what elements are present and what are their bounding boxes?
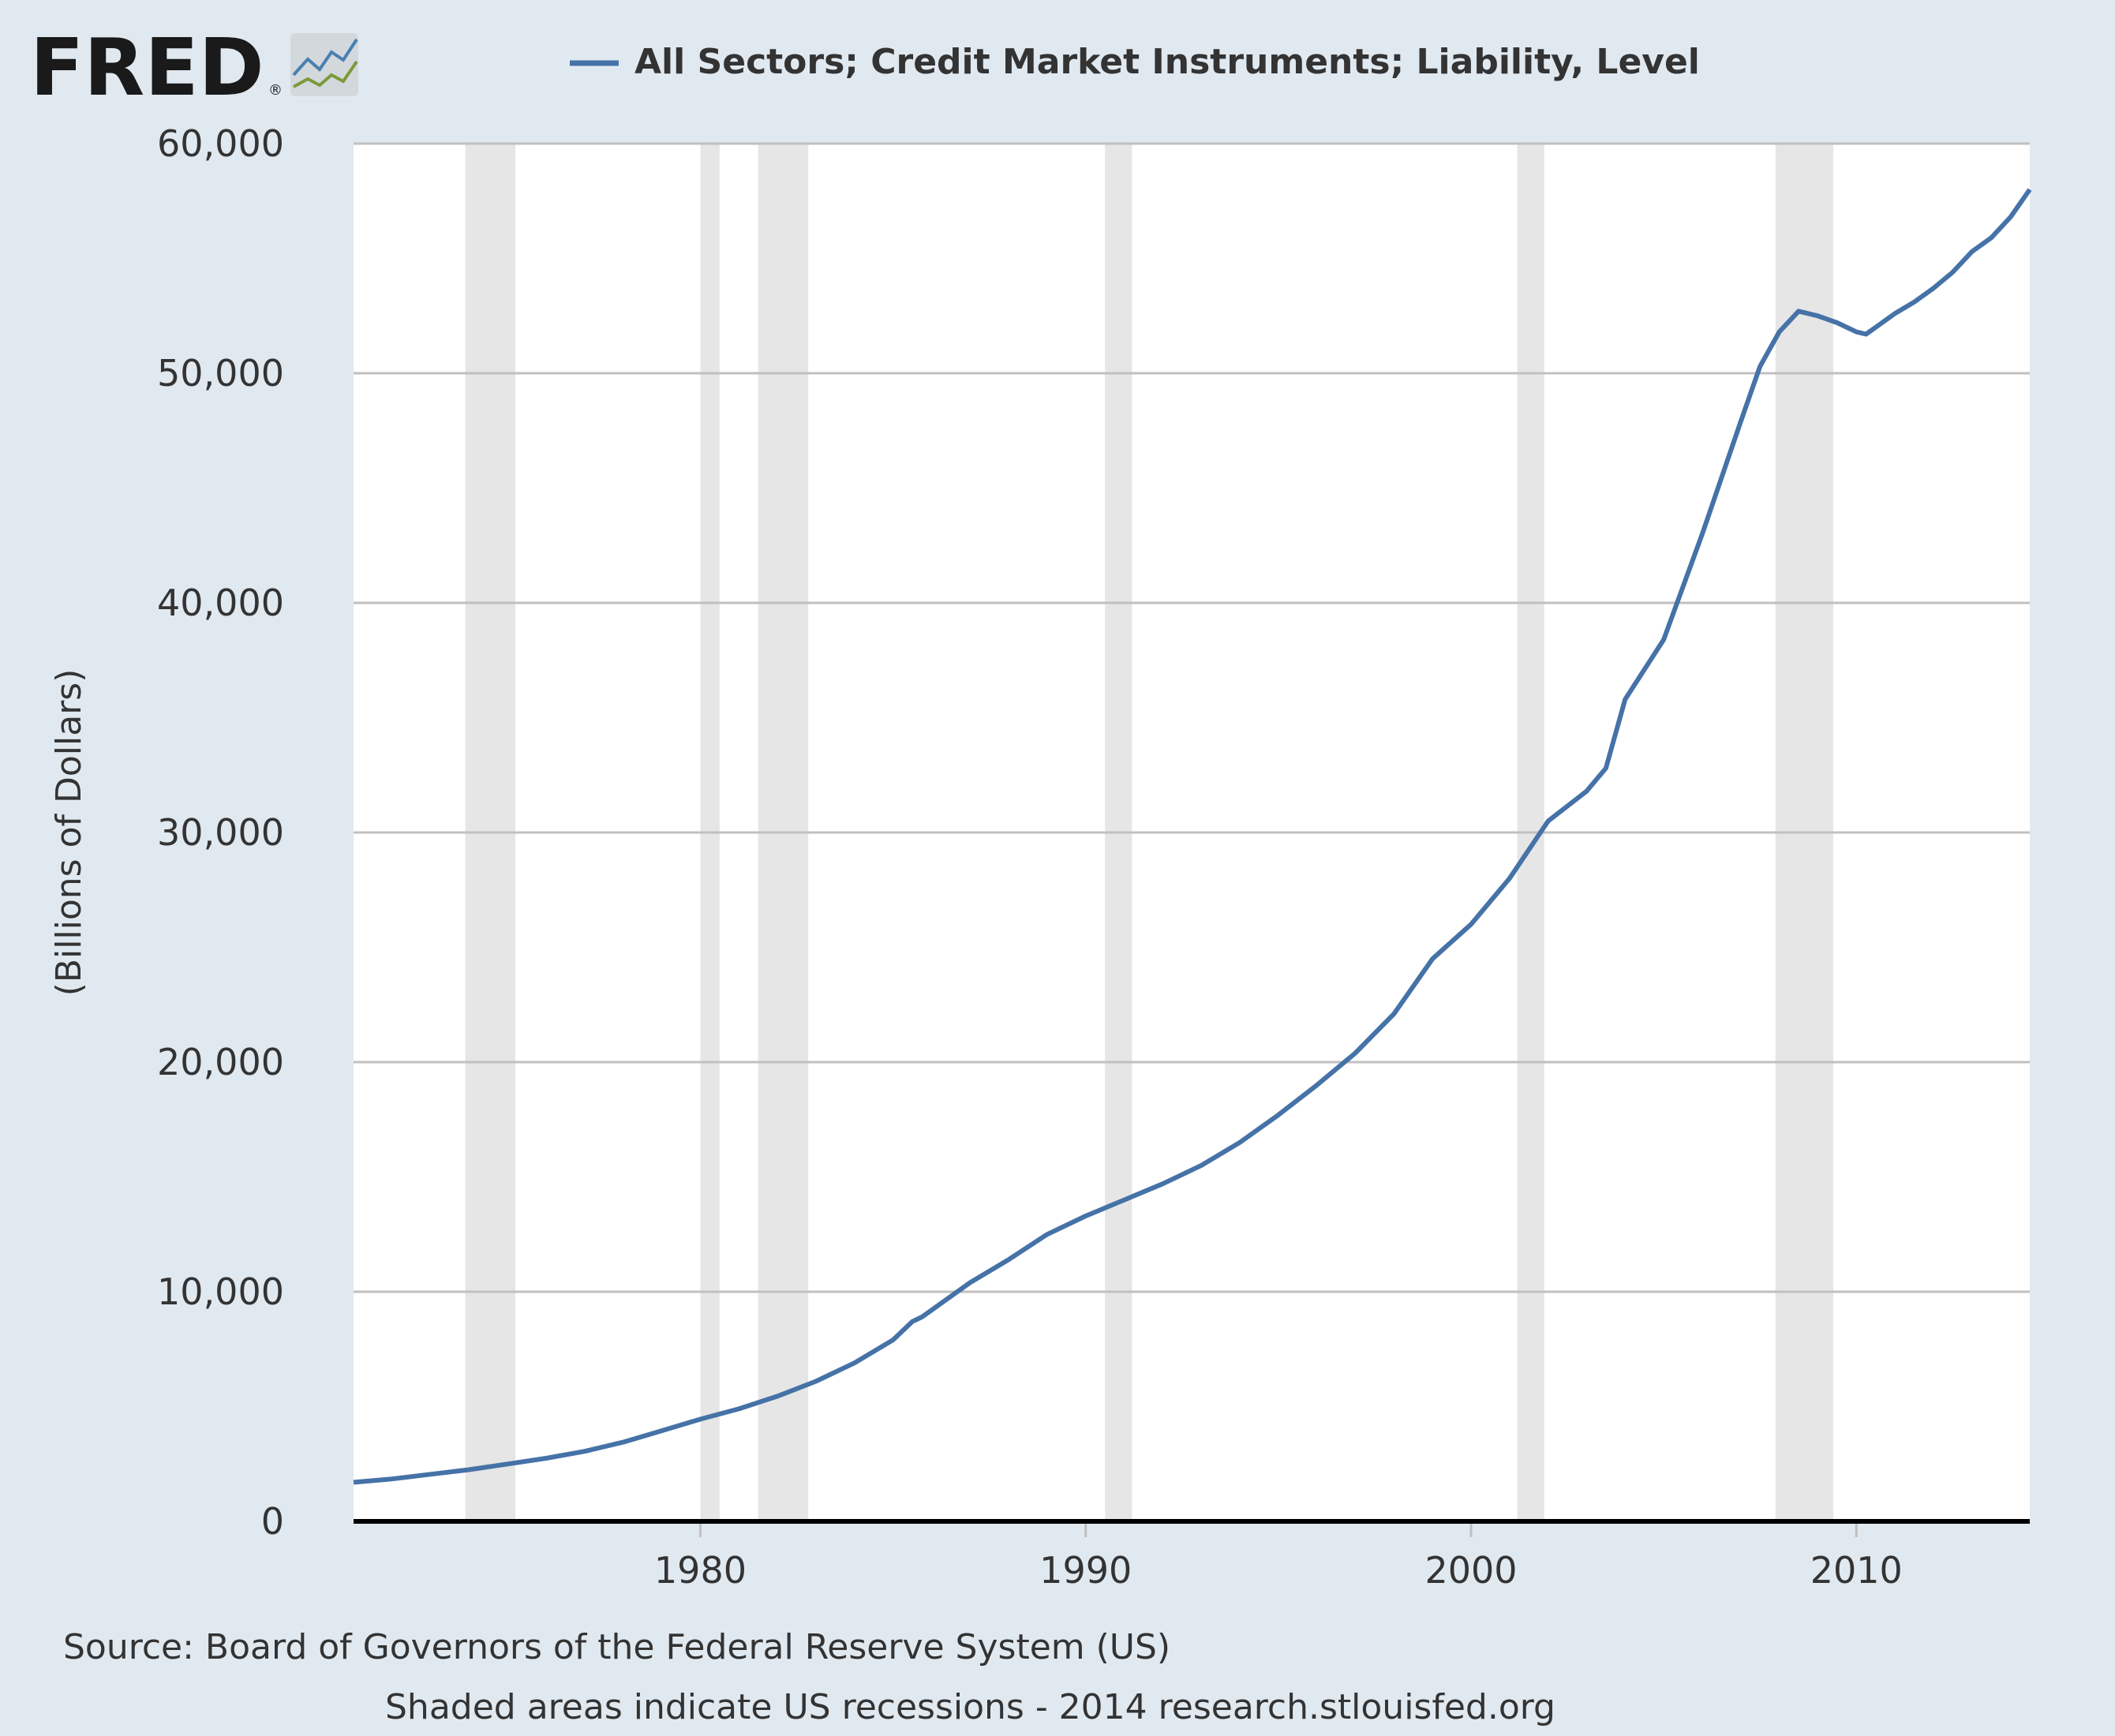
source-note: Source: Board of Governors of the Federa…: [63, 1627, 1170, 1667]
y-tick-label: 40,000: [157, 582, 284, 624]
x-tick-label: 1990: [1039, 1549, 1132, 1592]
x-tick-label: 2010: [1810, 1549, 1903, 1592]
legend[interactable]: All Sectors; Credit Market Instruments; …: [570, 42, 1700, 82]
legend-label: All Sectors; Credit Market Instruments; …: [634, 42, 1700, 82]
logo-registered: ®: [268, 82, 283, 99]
y-tick-label: 20,000: [157, 1041, 284, 1083]
logo-text: FRED: [30, 21, 264, 114]
y-axis-label: (Billions of Dollars): [49, 669, 89, 997]
recession-note: Shaded areas indicate US recessions - 20…: [385, 1687, 1555, 1727]
y-tick-label: 30,000: [157, 811, 284, 854]
x-axis-ticks: 1980 1990 2000 2010: [654, 1521, 1903, 1592]
y-tick-label: 60,000: [157, 122, 284, 165]
x-tick-label: 1980: [654, 1549, 747, 1592]
y-axis-ticks: 0 10,000 20,000 30,000 40,000 50,000 60,000: [157, 122, 284, 1543]
logo-chart-icon: [290, 33, 358, 96]
y-tick-label: 10,000: [157, 1270, 284, 1313]
fred-logo[interactable]: FRED ®: [30, 21, 358, 114]
gridlines: [354, 142, 2030, 1293]
x-tick-label: 2000: [1424, 1549, 1517, 1592]
y-tick-label: 50,000: [157, 352, 284, 395]
y-tick-label: 0: [261, 1500, 284, 1543]
series-line-credit-market[interactable]: [353, 188, 2032, 1485]
